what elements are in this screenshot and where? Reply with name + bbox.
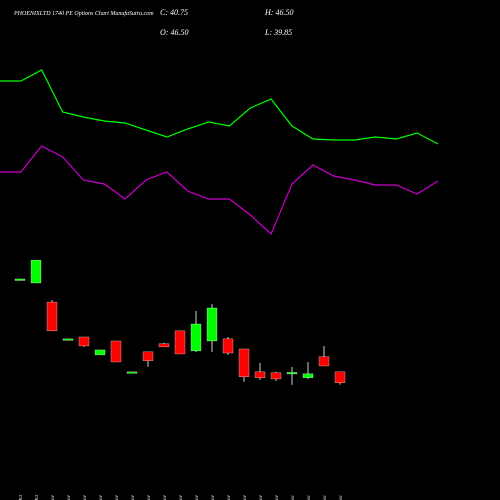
x-tick-label: 14 Nov bbox=[113, 494, 120, 500]
x-tick-label: 18 Nov bbox=[146, 494, 152, 500]
x-tick-label: 06 Nov bbox=[82, 494, 88, 500]
x-tick-label: 12 Nov bbox=[98, 494, 104, 500]
open-label: O: 46.50 bbox=[160, 28, 188, 37]
x-tick-label: 21 Nov bbox=[194, 494, 200, 500]
candle-body bbox=[62, 338, 74, 341]
indicator-line bbox=[0, 145, 439, 236]
x-tick-label: 04 Nov bbox=[65, 494, 72, 500]
candle-body bbox=[190, 323, 202, 352]
x-tick-label: 24 Nov bbox=[209, 494, 216, 500]
candle-body bbox=[286, 372, 298, 375]
x-tick-label: 28 Nov bbox=[274, 494, 280, 500]
candle-body bbox=[158, 343, 170, 348]
x-tick-label: 17 Nov bbox=[130, 494, 136, 500]
candle-body bbox=[238, 348, 250, 377]
candle-body bbox=[14, 278, 26, 281]
candle-body bbox=[126, 371, 138, 374]
x-tick-label: 20 Nov bbox=[178, 494, 184, 500]
x-tick-label: 03 Nov bbox=[50, 494, 56, 500]
candle-body bbox=[94, 349, 106, 356]
x-tick-label: 02 Dec bbox=[306, 494, 312, 500]
candle-body bbox=[110, 340, 122, 363]
candle-body bbox=[206, 307, 218, 342]
x-tick-label: 30 Oct bbox=[18, 495, 24, 500]
candle-body bbox=[142, 351, 154, 361]
x-tick-label: 25 Nov bbox=[226, 494, 232, 500]
candle-body bbox=[254, 371, 266, 378]
candle-body bbox=[302, 373, 314, 378]
low-label: L: 39.85 bbox=[264, 28, 292, 37]
x-tick-label: 31 Oct bbox=[34, 495, 40, 500]
candle-body bbox=[222, 338, 234, 354]
x-tick-label: 04 Dec bbox=[337, 494, 344, 500]
candle-body bbox=[270, 372, 282, 380]
high-label: H: 46.50 bbox=[264, 8, 293, 17]
candle-body bbox=[78, 336, 90, 347]
candle-body bbox=[46, 301, 58, 332]
indicator-line bbox=[0, 69, 439, 145]
candle-body bbox=[174, 330, 186, 355]
candle-body bbox=[318, 356, 330, 367]
x-tick-label: 26 Nov bbox=[242, 494, 248, 500]
x-tick-label: 19 Nov bbox=[162, 494, 168, 500]
x-tick-label: 01 Dec bbox=[290, 494, 296, 500]
candle-body bbox=[334, 371, 346, 383]
x-tick-label: 03 Dec bbox=[322, 494, 328, 500]
chart-title: PHOENIXLTD 1740 PE Options Chart MunafaS… bbox=[13, 10, 154, 17]
x-tick-label: 27 Nov bbox=[258, 494, 264, 500]
candle-body bbox=[30, 259, 42, 284]
close-label: C: 40.75 bbox=[160, 8, 188, 17]
